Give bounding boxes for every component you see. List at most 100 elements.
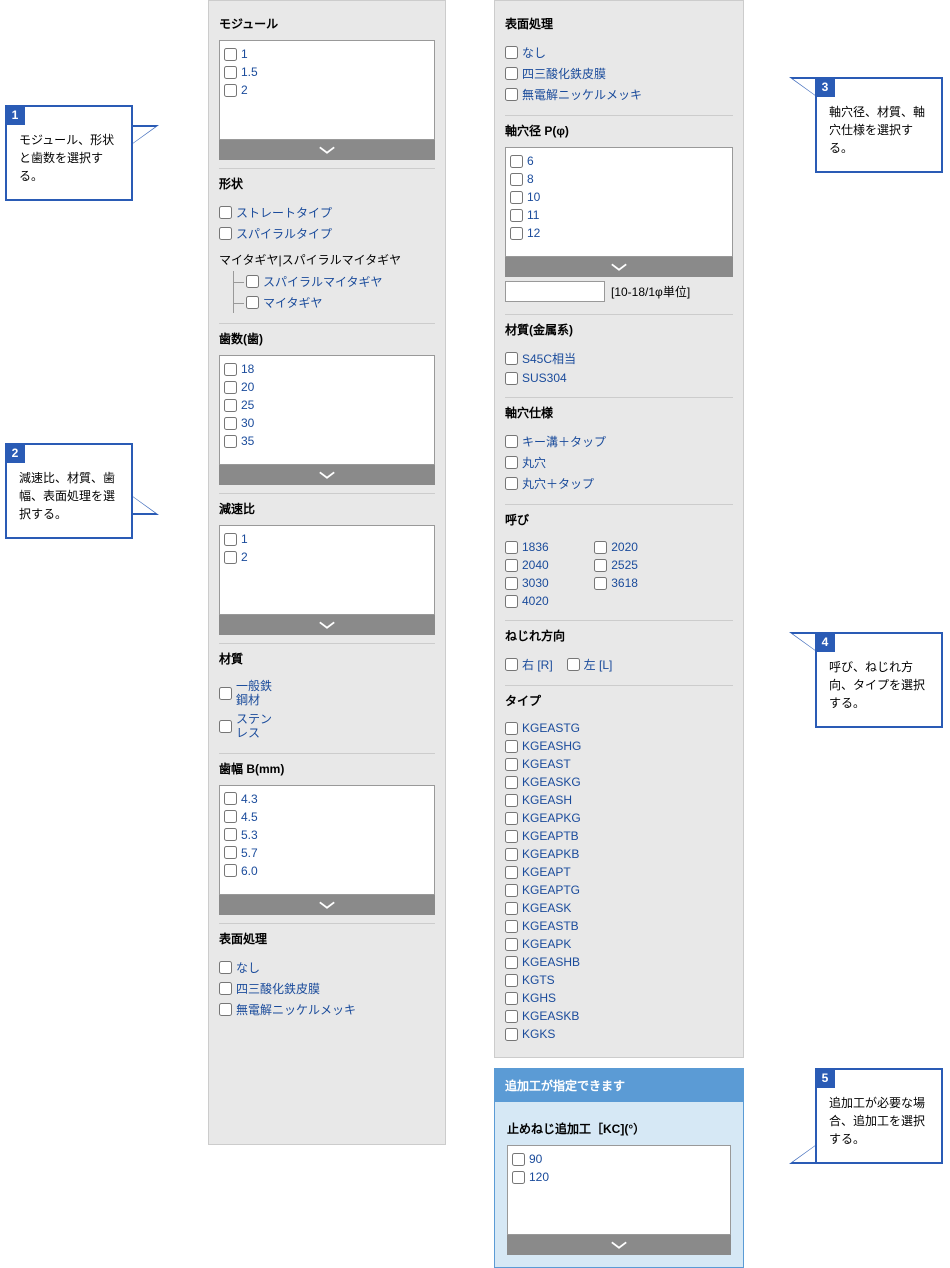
width-listbox[interactable]: 4.3 4.5 5.3 5.7 6.0 xyxy=(219,785,435,895)
check-label[interactable]: 5.3 xyxy=(241,828,258,842)
check-label[interactable]: 4020 xyxy=(522,594,549,608)
check-item[interactable]: 8 xyxy=(510,170,728,188)
checkbox[interactable] xyxy=(510,173,523,186)
checkbox[interactable] xyxy=(594,577,607,590)
checkbox[interactable] xyxy=(505,974,518,987)
checkbox[interactable] xyxy=(505,372,518,385)
check-item[interactable]: KGEASKB xyxy=(505,1007,619,1025)
check-label[interactable]: KGEAST xyxy=(522,757,571,771)
checkbox[interactable] xyxy=(505,456,518,469)
checkbox[interactable] xyxy=(505,794,518,807)
check-item[interactable]: スパイラルマイタギヤ xyxy=(234,271,435,292)
check-item[interactable]: ストレートタイプ xyxy=(219,202,421,223)
check-label[interactable]: 11 xyxy=(527,208,539,222)
check-label[interactable]: 20 xyxy=(241,380,254,394)
checkbox[interactable] xyxy=(505,88,518,101)
expand-button[interactable] xyxy=(505,257,733,277)
check-item[interactable]: 1 xyxy=(224,45,430,63)
check-label[interactable]: 25 xyxy=(241,398,254,412)
check-label[interactable]: 8 xyxy=(527,172,534,186)
ratio-listbox[interactable]: 12 xyxy=(219,525,435,615)
check-label[interactable]: 120 xyxy=(529,1170,549,1184)
checkbox[interactable] xyxy=(510,155,523,168)
check-label[interactable]: KGEAPT xyxy=(522,865,571,879)
check-item[interactable]: 30 xyxy=(224,414,430,432)
check-item[interactable]: KGHS xyxy=(505,989,619,1007)
check-item[interactable]: 5.7 xyxy=(224,844,430,862)
check-item[interactable]: 2040 xyxy=(505,556,580,574)
check-item[interactable]: 丸穴＋タップ xyxy=(505,473,619,494)
checkbox[interactable] xyxy=(567,658,580,671)
check-label[interactable]: KGEAPTB xyxy=(522,829,579,843)
checkbox[interactable] xyxy=(505,938,518,951)
checkbox[interactable] xyxy=(246,296,259,309)
check-item[interactable]: KGEASHB xyxy=(505,953,619,971)
check-item[interactable]: 35 xyxy=(224,432,430,450)
check-label[interactable]: KGEASKB xyxy=(522,1009,579,1023)
check-item[interactable]: なし xyxy=(219,957,421,978)
checkbox[interactable] xyxy=(505,435,518,448)
check-item[interactable]: 6.0 xyxy=(224,862,430,880)
check-label[interactable]: 無電解ニッケルメッキ xyxy=(236,1001,356,1018)
check-label[interactable]: KGEASHB xyxy=(522,955,580,969)
check-label[interactable]: 30 xyxy=(241,416,254,430)
checkbox[interactable] xyxy=(224,363,237,376)
check-label[interactable]: KGEASHG xyxy=(522,739,581,753)
check-label[interactable]: 四三酸化鉄皮膜 xyxy=(236,980,320,997)
checkbox[interactable] xyxy=(512,1171,525,1184)
checkbox[interactable] xyxy=(219,961,232,974)
check-item[interactable]: KGEASHG xyxy=(505,737,619,755)
checkbox[interactable] xyxy=(505,830,518,843)
check-label[interactable]: SUS304 xyxy=(522,371,567,385)
checkbox[interactable] xyxy=(505,559,518,572)
check-label[interactable]: 4.5 xyxy=(241,810,258,824)
checkbox[interactable] xyxy=(224,846,237,859)
check-item[interactable]: KGEASK xyxy=(505,899,619,917)
check-label[interactable]: KGKS xyxy=(522,1027,555,1041)
check-item[interactable]: 無電解ニッケルメッキ xyxy=(219,999,421,1020)
check-item[interactable]: 4020 xyxy=(505,592,580,610)
kc-listbox[interactable]: 90120 xyxy=(507,1145,731,1235)
expand-button[interactable] xyxy=(219,465,435,485)
checkbox[interactable] xyxy=(505,352,518,365)
check-label[interactable]: 6.0 xyxy=(241,864,258,878)
checkbox[interactable] xyxy=(219,227,232,240)
check-label[interactable]: KGEAPK xyxy=(522,937,571,951)
check-item[interactable]: キー溝＋タップ xyxy=(505,431,619,452)
check-label[interactable]: 右 [R] xyxy=(522,656,553,673)
checkbox[interactable] xyxy=(505,956,518,969)
checkbox[interactable] xyxy=(505,1028,518,1041)
check-label[interactable]: 90 xyxy=(529,1152,542,1166)
checkbox[interactable] xyxy=(219,1003,232,1016)
check-label[interactable]: スパイラルマイタギヤ xyxy=(263,273,383,290)
check-item[interactable]: KGEAST xyxy=(505,755,619,773)
expand-button[interactable] xyxy=(219,615,435,635)
check-label[interactable]: 4.3 xyxy=(241,792,258,806)
bore-input[interactable] xyxy=(505,281,605,302)
checkbox[interactable] xyxy=(505,902,518,915)
check-item[interactable]: 2020 xyxy=(594,538,669,556)
check-item[interactable]: 4.3 xyxy=(224,790,430,808)
check-label[interactable]: 10 xyxy=(527,190,540,204)
check-label[interactable]: 12 xyxy=(527,226,540,240)
checkbox[interactable] xyxy=(505,848,518,861)
check-label[interactable]: ステンレス xyxy=(236,712,280,741)
check-label[interactable]: 丸穴 xyxy=(522,454,546,471)
checkbox[interactable] xyxy=(505,884,518,897)
check-item[interactable]: 3030 xyxy=(505,574,580,592)
check-item[interactable]: KGEASKG xyxy=(505,773,619,791)
checkbox[interactable] xyxy=(224,864,237,877)
check-item[interactable]: 25 xyxy=(224,396,430,414)
check-item[interactable]: SUS304 xyxy=(505,369,719,387)
check-label[interactable]: KGEASK xyxy=(522,901,571,915)
check-item[interactable]: 5.3 xyxy=(224,826,430,844)
check-label[interactable]: 1836 xyxy=(522,540,549,554)
checkbox[interactable] xyxy=(219,206,232,219)
module-listbox[interactable]: 11.52 xyxy=(219,40,435,140)
check-item[interactable]: 6 xyxy=(510,152,728,170)
check-label[interactable]: KGTS xyxy=(522,973,555,987)
check-item[interactable]: 一般鉄鋼材 xyxy=(219,677,327,710)
checkbox[interactable] xyxy=(505,812,518,825)
checkbox[interactable] xyxy=(505,577,518,590)
checkbox[interactable] xyxy=(224,533,237,546)
